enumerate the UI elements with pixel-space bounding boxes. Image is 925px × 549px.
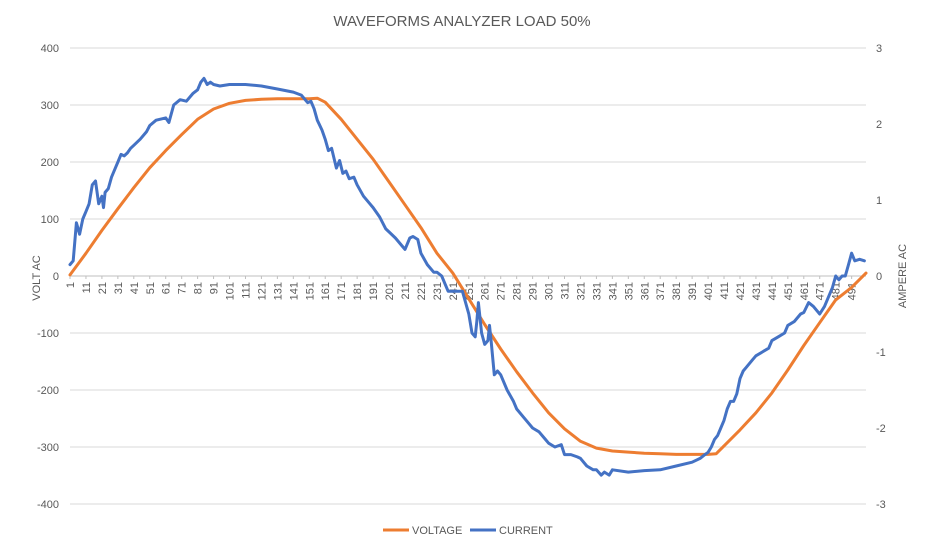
legend: VOLTAGE CURRENT bbox=[383, 525, 553, 537]
x-tick-label: 231 bbox=[432, 282, 444, 300]
x-tick-label: 201 bbox=[384, 282, 396, 300]
x-tick-label: 441 bbox=[767, 282, 779, 300]
x-tick-label: 301 bbox=[544, 282, 556, 300]
y2-tick-label: -1 bbox=[876, 347, 886, 359]
chart-title: WAVEFORMS ANALYZER LOAD 50% bbox=[333, 13, 590, 30]
y-tick-label: -300 bbox=[37, 442, 59, 454]
series-line-voltage bbox=[68, 96, 868, 456]
x-tick-label: 371 bbox=[655, 282, 667, 300]
y-tick-label: -100 bbox=[37, 328, 59, 340]
x-tick-label: 31 bbox=[113, 282, 125, 294]
x-tick-label: 311 bbox=[560, 282, 572, 300]
x-tick-label: 221 bbox=[416, 282, 428, 300]
x-tick-label: 431 bbox=[751, 282, 763, 300]
x-tick-label: 351 bbox=[623, 282, 635, 300]
x-tick-label: 491 bbox=[847, 282, 859, 300]
y-tick-label: -400 bbox=[37, 499, 59, 511]
x-tick-label: 191 bbox=[368, 282, 380, 300]
y-tick-label: 400 bbox=[41, 43, 59, 55]
x-tick-label: 171 bbox=[336, 282, 348, 300]
x-tick-label: 101 bbox=[225, 282, 237, 300]
x-tick-label: 471 bbox=[815, 282, 827, 300]
y-axis-right: 3 2 1 0 -1 -2 -3 bbox=[876, 43, 886, 511]
y-axis-left: 400 300 200 100 0 -100 -200 -300 -400 bbox=[37, 43, 59, 511]
y-tick-label: 200 bbox=[41, 157, 59, 169]
x-tick-label: 41 bbox=[129, 282, 141, 294]
gridlines bbox=[70, 47, 866, 505]
x-tick-label: 401 bbox=[703, 282, 715, 300]
x-tick-label: 381 bbox=[671, 282, 683, 300]
series-line-current bbox=[68, 76, 866, 477]
x-tick-label: 411 bbox=[719, 282, 731, 300]
x-tick-label: 271 bbox=[496, 282, 508, 300]
x-tick-label: 291 bbox=[528, 282, 540, 300]
x-tick-label: 181 bbox=[352, 282, 364, 300]
series-layer bbox=[68, 76, 868, 477]
y2-tick-label: 1 bbox=[876, 195, 882, 207]
y-axis-left-title: VOLT AC bbox=[31, 255, 43, 301]
x-tick-label: 421 bbox=[735, 282, 747, 300]
x-tick-label: 211 bbox=[400, 282, 412, 300]
y2-tick-label: 2 bbox=[876, 119, 882, 131]
y-tick-label: 300 bbox=[41, 100, 59, 112]
y2-tick-label: 0 bbox=[876, 271, 882, 283]
x-tick-label: 91 bbox=[209, 282, 221, 294]
x-tick-label: 331 bbox=[591, 282, 603, 300]
x-tick-label: 21 bbox=[97, 282, 109, 294]
x-tick-label: 151 bbox=[304, 282, 316, 300]
x-tick-label: 451 bbox=[783, 282, 795, 300]
x-tick-label: 141 bbox=[288, 282, 300, 300]
x-tick-label: 461 bbox=[799, 282, 811, 300]
x-tick-label: 71 bbox=[177, 282, 189, 294]
legend-label-current: CURRENT bbox=[499, 525, 553, 537]
x-tick-label: 161 bbox=[320, 282, 332, 300]
x-axis: 1 11 21 31 41 51 61 71 81 91 101 111 121 131 141 151 161… bbox=[65, 275, 866, 300]
x-tick-label: 131 bbox=[272, 282, 284, 300]
x-tick-label: 1 bbox=[65, 282, 77, 288]
y-tick-label: 100 bbox=[41, 214, 59, 226]
x-tick-label: 261 bbox=[480, 282, 492, 300]
x-tick-label: 111 bbox=[240, 282, 252, 299]
x-tick-label: 391 bbox=[687, 282, 699, 300]
x-tick-label: 11 bbox=[81, 282, 93, 293]
x-tick-label: 341 bbox=[607, 282, 619, 300]
y2-tick-label: 3 bbox=[876, 43, 882, 55]
legend-label-voltage: VOLTAGE bbox=[412, 525, 462, 537]
y-tick-label: -200 bbox=[37, 385, 59, 397]
x-tick-label: 121 bbox=[256, 282, 268, 300]
y-tick-label: 0 bbox=[53, 271, 59, 283]
x-tick-label: 51 bbox=[145, 282, 157, 294]
x-tick-label: 61 bbox=[161, 282, 173, 294]
x-tick-label: 81 bbox=[193, 282, 205, 294]
x-tick-label: 361 bbox=[639, 282, 651, 300]
x-tick-label: 321 bbox=[575, 282, 587, 300]
y2-tick-label: -2 bbox=[876, 423, 886, 435]
x-tick-label: 281 bbox=[512, 282, 524, 300]
y2-tick-label: -3 bbox=[876, 499, 886, 511]
y-axis-right-title: AMPERE AC bbox=[897, 244, 909, 308]
